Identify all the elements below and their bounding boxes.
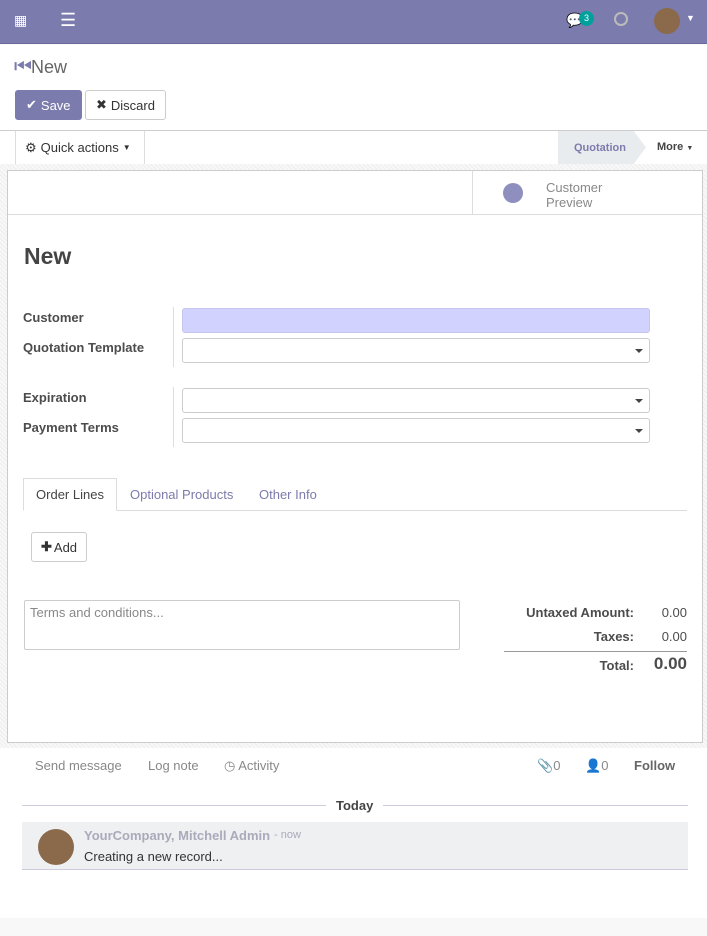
caret-down-icon: ▼ (686, 145, 694, 152)
follower-count: 0 (601, 758, 609, 773)
customer-preview-label: Customer Preview (546, 180, 602, 210)
send-message-button[interactable]: Send message (35, 758, 122, 773)
followers-button[interactable]: 👤0 (585, 758, 608, 774)
check-icon: ✔ (26, 97, 37, 112)
total-label: Total: (599, 658, 634, 673)
message-body: Creating a new record... (84, 849, 223, 864)
quotation-template-label: Quotation Template (23, 340, 145, 355)
untaxed-label: Untaxed Amount: (526, 605, 634, 620)
control-panel: ⏮ New ✔ Save ✖ Discard ⚙ Quick actions ▼ Quo… (0, 45, 707, 165)
clock-icon: ◷ (224, 758, 236, 773)
button-box (8, 171, 702, 215)
close-icon: ✖ (96, 97, 107, 112)
author-name[interactable]: YourCompany, Mitchell Admin (84, 828, 271, 843)
attachments-button[interactable]: 📎0 (537, 758, 560, 774)
tab-other-info[interactable]: Other Info (259, 487, 317, 502)
user-menu-caret-icon[interactable]: ▼ (686, 13, 695, 23)
paperclip-icon: 📎 (537, 758, 554, 773)
gears-icon: ⚙ (25, 139, 37, 155)
total-value: 0.00 (653, 654, 687, 673)
apps-grid-icon[interactable]: ▦ (14, 12, 28, 28)
caret-down-icon: ▼ (122, 143, 131, 152)
customer-label: Customer (23, 310, 84, 325)
customer-preview-button[interactable]: Customer Preview (472, 171, 703, 215)
plus-icon: ✚ (41, 539, 52, 554)
author-avatar (38, 829, 74, 865)
add-label: Add (53, 539, 78, 555)
label-divider (173, 387, 174, 447)
tabs-border (23, 510, 687, 511)
activity-button[interactable]: ◷ Activity (224, 758, 279, 774)
caret-down-icon (635, 399, 643, 403)
attachment-count: 0 (553, 758, 561, 773)
date-label: Today (326, 798, 384, 813)
user-avatar[interactable] (654, 8, 680, 34)
more-label: More (657, 141, 684, 153)
follow-button[interactable]: Follow (634, 758, 676, 773)
taxes-label: Taxes: (593, 629, 634, 644)
save-button[interactable]: ✔ Save (15, 90, 82, 120)
discard-button[interactable]: ✖ Discard (85, 90, 166, 120)
quick-actions-dropdown[interactable]: ⚙ Quick actions ▼ (15, 131, 145, 164)
taxes-value: 0.00 (661, 629, 687, 644)
globe-icon (503, 183, 523, 203)
tab-order-lines[interactable]: Order Lines (23, 478, 117, 511)
expiration-label: Expiration (23, 390, 87, 405)
label-line1: Customer (546, 180, 603, 195)
status-quotation[interactable]: Quotation (558, 131, 646, 164)
form-sheet: Customer Preview New (7, 170, 703, 743)
caret-down-icon (635, 429, 643, 433)
message-time: - now (274, 829, 301, 841)
tab-optional-products[interactable]: Optional Products (130, 487, 234, 502)
breadcrumb-title: New (31, 57, 68, 77)
record-title: New (24, 243, 72, 269)
quick-actions-label: Quick actions (40, 140, 119, 155)
label-divider (173, 307, 174, 367)
quotation-template-select[interactable] (182, 338, 650, 363)
caret-down-icon (635, 349, 643, 353)
user-icon: 👤 (585, 758, 602, 773)
totals-divider (504, 651, 687, 652)
message-item: YourCompany, Mitchell Admin - now Creati… (22, 822, 688, 870)
menu-icon[interactable]: ☰ (60, 10, 77, 30)
activity-label: Activity (238, 758, 280, 773)
add-line-button[interactable]: ✚ Add (31, 532, 88, 562)
payment-terms-label: Payment Terms (23, 420, 119, 435)
activity-clock-icon[interactable] (614, 12, 628, 26)
customer-input[interactable] (182, 308, 650, 333)
terms-textarea[interactable]: Terms and conditions... (24, 600, 460, 650)
chatter: Send message Log note ◷ Activity 📎0 👤0 F… (0, 748, 707, 918)
untaxed-value: 0.00 (661, 605, 687, 620)
label-line2: Preview (546, 195, 593, 210)
message-count-badge: 3 (579, 11, 594, 26)
log-note-button[interactable]: Log note (148, 758, 199, 773)
back-icon[interactable]: ⏮ (14, 56, 32, 78)
status-more-dropdown[interactable]: More ▼ (657, 141, 693, 153)
save-label: Save (40, 97, 71, 113)
top-navbar: ▦ ☰ 💬 3 ▼ (0, 0, 707, 44)
expiration-date-input[interactable] (182, 388, 650, 413)
discard-label: Discard (110, 97, 155, 113)
payment-terms-select[interactable] (182, 418, 650, 443)
